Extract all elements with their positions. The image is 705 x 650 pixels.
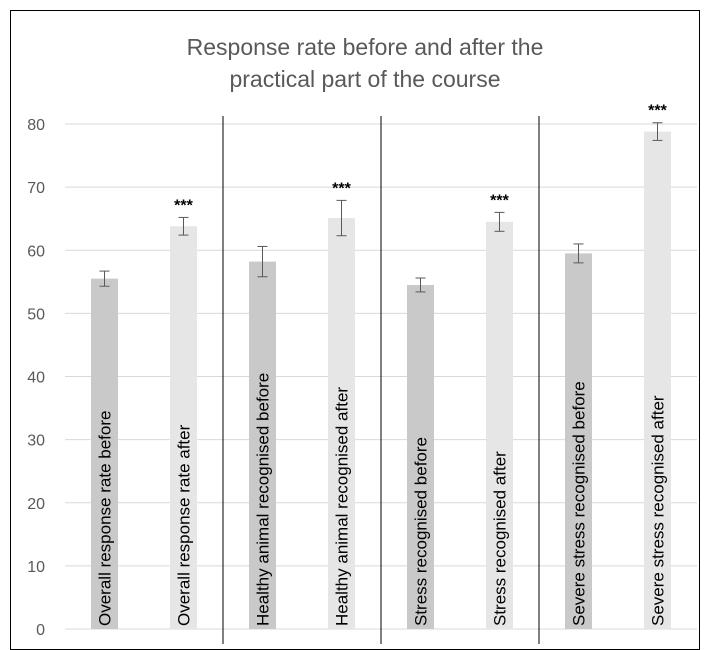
chart-title-line-1: Response rate before and after the xyxy=(187,34,544,60)
chart-title: Response rate before and after the pract… xyxy=(187,34,544,92)
y-tick-label-0: 0 xyxy=(36,622,45,639)
y-tick-label-40: 40 xyxy=(27,370,45,387)
significance-marker-2: *** xyxy=(174,197,193,214)
category-label-3: Healthy animal recognised before xyxy=(254,373,273,626)
y-tick-label-50: 50 xyxy=(27,306,45,323)
significance-marker-4: *** xyxy=(332,180,351,197)
category-label-6: Stress recognised after xyxy=(491,451,510,626)
chart-title-line-2: practical part of the course xyxy=(229,66,500,92)
y-tick-label-60: 60 xyxy=(27,243,45,260)
y-tick-label-80: 80 xyxy=(27,117,45,134)
significance-marker-8: *** xyxy=(648,103,667,120)
y-tick-label-30: 30 xyxy=(27,433,45,450)
y-tick-label-70: 70 xyxy=(27,180,45,197)
category-label-1: Overall response rate before xyxy=(96,411,115,626)
category-label-2: Overall response rate after xyxy=(175,424,194,626)
y-tick-label-10: 10 xyxy=(27,559,45,576)
category-label-5: Stress recognised before xyxy=(412,437,431,626)
significance-marker-6: *** xyxy=(490,192,509,209)
y-tick-label-20: 20 xyxy=(27,496,45,513)
category-label-8: Severe stress recognised after xyxy=(649,395,668,626)
y-axis-ticks: 0 10 20 30 40 50 60 70 80 xyxy=(27,117,45,639)
category-label-4: Healthy animal recognised after xyxy=(333,387,352,626)
significance-markers: *** *** *** *** xyxy=(174,103,667,215)
category-label-7: Severe stress recognised before xyxy=(570,381,589,626)
